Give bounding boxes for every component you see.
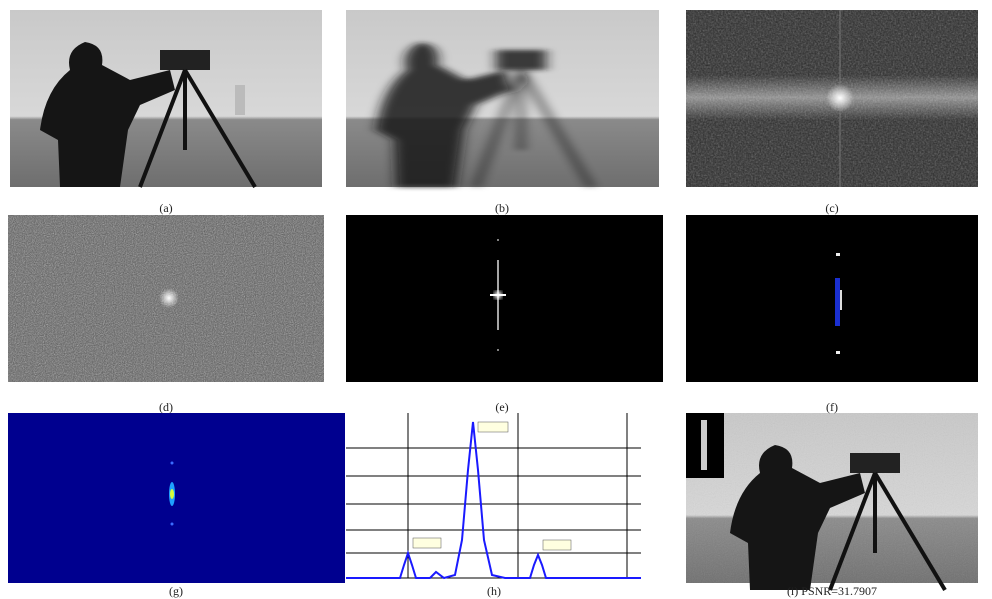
caption: (h)	[487, 584, 501, 598]
panel-c	[686, 10, 978, 187]
panel-b	[346, 10, 659, 187]
panel-i	[686, 413, 978, 590]
caption: (g)	[169, 584, 183, 598]
caption: (a)	[159, 201, 172, 215]
caption: (c)	[825, 201, 838, 215]
panel-h	[346, 413, 641, 583]
panel-g	[8, 413, 345, 583]
panel-d	[8, 215, 324, 382]
caption: (b)	[495, 201, 509, 215]
caption: (f)	[826, 400, 838, 414]
figure: (a) (b) (c) (d) (e) (f) (g) (h) (i) PSNR…	[0, 0, 992, 599]
panel-a	[10, 10, 322, 187]
caption: (i) PSNR=31.7907	[787, 584, 877, 598]
caption: (d)	[159, 400, 173, 414]
caption: (e)	[495, 400, 508, 414]
panel-f	[686, 215, 978, 382]
panel-e	[346, 215, 663, 382]
